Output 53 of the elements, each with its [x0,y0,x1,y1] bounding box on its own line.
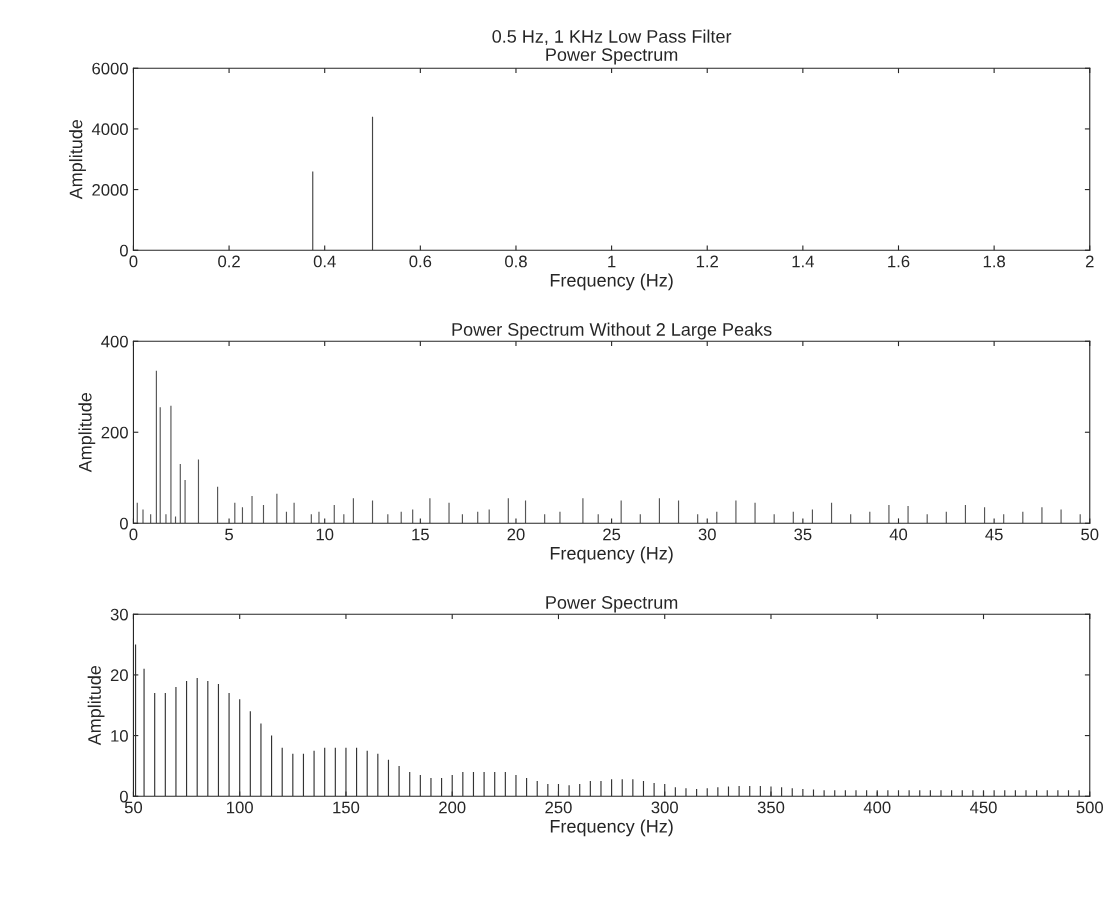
x-axis-title: Frequency (Hz) [550,819,673,837]
x-tick-label: 40 [889,528,908,541]
x-tick-label: 1 [608,255,616,268]
y-tick-label: 6000 [92,62,128,75]
x-tick-label: 0 [129,255,138,268]
y-tick-label: 400 [101,335,128,348]
x-tick-label: 1.2 [696,255,718,268]
x-tick-label: 10 [316,528,334,541]
x-tick-label: 5 [225,528,234,541]
chart-title: 0.5 Hz, 1 KHz Low Pass Filter [492,29,732,45]
y-tick-label: 200 [101,426,128,439]
x-tick-label: 200 [439,801,466,814]
y-axis-title: Amplitude [87,665,105,746]
y-tick-label: 4000 [91,123,128,136]
x-tick-label: 1.6 [888,255,910,268]
y-tick-label: 20 [110,669,128,682]
y-tick-label: 30 [110,608,128,621]
x-tick-label: 1.4 [792,255,814,268]
x-tick-label: 100 [227,801,253,814]
chart-subtitle: Power Spectrum [546,48,678,65]
chart-title: Power Spectrum [546,596,678,613]
x-tick-label: 45 [985,528,1003,541]
x-tick-label: 250 [545,801,572,814]
y-tick-label: 0 [119,790,128,803]
x-tick-label: 400 [863,801,891,814]
x-tick-label: 150 [333,801,360,814]
y-tick-label: 0 [119,244,128,257]
x-tick-label: 50 [1081,528,1099,541]
y-axis-title: Amplitude [69,119,86,200]
x-axis-title: Frequency (Hz) [550,546,673,564]
x-tick-label: 450 [969,801,997,814]
x-tick-label: 20 [507,528,525,541]
x-tick-label: 2 [1085,255,1094,268]
y-axis-title: Amplitude [78,392,96,473]
x-tick-label: 0 [129,528,138,541]
y-tick-label: 10 [111,729,128,742]
x-tick-label: 0.4 [313,255,336,268]
x-tick-label: 0.2 [218,255,240,268]
chart-title: Power Spectrum Without 2 Large Peaks [452,322,772,340]
x-tick-label: 1.8 [983,255,1005,268]
x-tick-label: 350 [757,801,785,814]
x-tick-label: 25 [603,528,621,541]
x-tick-label: 500 [1076,801,1104,814]
y-tick-label: 0 [119,517,128,530]
x-tick-label: 0.6 [409,255,432,268]
x-tick-label: 50 [124,801,143,814]
x-tick-label: 300 [651,801,678,814]
x-tick-label: 15 [412,528,429,541]
x-tick-label: 30 [698,528,716,541]
x-axis-title: Frequency (Hz) [550,273,673,291]
x-tick-label: 35 [794,528,812,541]
y-tick-label: 2000 [92,183,128,196]
x-tick-label: 0.8 [505,255,527,268]
